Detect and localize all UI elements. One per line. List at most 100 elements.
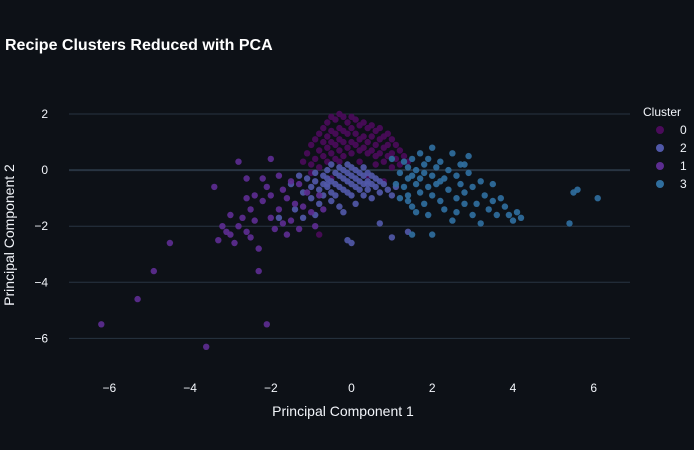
data-point [388,136,396,143]
data-point [320,138,327,146]
legend[interactable]: Cluster 0 2 1 3 [643,105,687,191]
data-point [497,195,504,202]
data-point [457,180,464,188]
data-point [283,195,291,202]
data-point [368,147,375,154]
data-point [235,158,242,165]
data-point [203,343,210,350]
legend-item-cluster-1[interactable]: 1 [656,159,687,173]
data-point [404,164,412,171]
legend-item-cluster-3[interactable]: 3 [656,177,687,191]
data-point [465,152,472,160]
data-point [324,119,331,126]
data-point [336,203,343,210]
data-point [227,211,234,219]
data-point [312,169,319,177]
data-point [344,130,351,137]
data-point [259,175,266,182]
data-point [348,192,355,199]
data-point [295,225,303,233]
data-point [441,206,448,213]
data-point [416,150,424,157]
data-point [517,214,525,221]
data-point [376,150,383,157]
data-point [421,161,428,168]
data-point [235,223,242,230]
data-point [368,122,375,129]
series-cluster-2 [275,161,412,247]
data-point [392,141,400,149]
data-point [453,209,460,216]
data-point [247,206,254,213]
data-point [388,164,396,171]
data-point [348,150,355,157]
data-point [489,180,496,188]
data-point [255,245,262,252]
x-tick-label: 2 [429,381,436,395]
data-point [344,237,351,244]
data-point [299,158,307,165]
data-point [231,239,238,247]
data-point [275,214,283,221]
data-point [312,136,319,143]
data-point [303,150,311,157]
data-point [437,197,444,205]
data-point [481,192,488,199]
data-point [425,211,432,219]
data-point [376,220,383,227]
data-point [461,161,468,168]
data-point [412,209,420,216]
legend-items[interactable]: 0 2 1 3 [656,123,687,191]
data-point [324,144,331,151]
x-tick-label: 4 [510,381,517,395]
legend-marker [656,162,664,170]
data-point [449,150,456,157]
data-point [445,186,452,193]
x-tick-label: −2 [264,381,278,395]
data-point [360,192,367,199]
data-point [263,321,270,328]
data-point [360,119,367,126]
data-point [251,217,258,224]
data-point [477,220,484,227]
data-point [308,209,315,216]
data-point [453,172,460,179]
data-point [396,169,404,177]
data-point [574,186,581,193]
legend-marker [656,180,664,188]
legend-item-cluster-0[interactable]: 0 [656,123,687,137]
data-point [324,133,331,140]
data-point [316,192,323,199]
data-point [501,203,509,210]
series-cluster-0 [299,110,412,238]
data-point [279,186,287,193]
data-point [332,116,339,123]
legend-item-cluster-2[interactable]: 2 [656,141,687,155]
data-point [372,141,379,149]
data-point [316,200,323,207]
data-point [380,180,387,188]
data-point [243,175,250,182]
data-point [360,133,367,140]
data-point [150,267,157,275]
data-point [384,186,391,193]
legend-marker [656,126,664,134]
data-point [437,178,444,185]
tick-labels: −6 −4 −2 0 2 4 6 −6 −4 −2 0 2 [34,107,597,395]
data-point [509,217,517,224]
data-point [388,155,396,163]
data-point [308,141,315,149]
data-point [408,172,416,179]
data-point [332,192,339,199]
y-axis-title: Principal Component 2 [1,164,17,306]
data-point [98,321,105,328]
data-point [368,133,375,140]
data-point [416,175,424,182]
data-point [388,192,396,199]
data-point [332,130,339,137]
data-point [324,180,331,188]
data-point [380,158,387,165]
x-tick-label: −6 [103,381,117,395]
